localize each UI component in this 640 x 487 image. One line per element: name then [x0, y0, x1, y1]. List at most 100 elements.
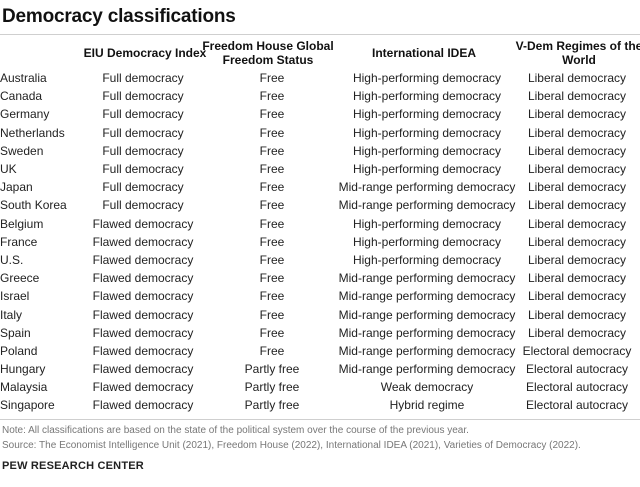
country-cell: Japan	[0, 180, 33, 195]
country-cell: Malaysia	[0, 380, 48, 395]
country-cell: Sweden	[0, 143, 44, 158]
freedom-house-cell: Free	[259, 143, 285, 158]
eiu-cell: Full democracy	[102, 125, 184, 140]
idea-cell: Weak democracy	[380, 380, 474, 395]
country-cell: Hungary	[0, 362, 46, 377]
vdem-cell: Liberal democracy	[527, 271, 627, 286]
vdem-cell: Liberal democracy	[527, 89, 627, 104]
organization-logo-text: PEW RESEARCH CENTER	[2, 460, 144, 472]
idea-cell: Mid-range performing democracy	[338, 180, 516, 195]
freedom-house-cell: Free	[259, 252, 285, 267]
idea-cell: Mid-range performing democracy	[338, 362, 516, 377]
country-cell: Belgium	[0, 216, 44, 231]
eiu-cell: Flawed democracy	[92, 362, 194, 377]
freedom-house-cell: Free	[259, 162, 285, 177]
vdem-cell: Liberal democracy	[527, 289, 627, 304]
idea-cell: High-performing democracy	[352, 71, 502, 86]
country-cell: Greece	[0, 271, 40, 286]
eiu-cell: Flawed democracy	[92, 325, 194, 340]
eiu-cell: Flawed democracy	[92, 380, 194, 395]
eiu-cell: Full democracy	[102, 107, 184, 122]
table-row: Australia Full democracy Free High-performi…	[0, 69, 638, 87]
table-row: South Korea Full democracy Free Mid-range p…	[0, 196, 638, 214]
freedom-house-cell: Partly free	[244, 398, 300, 413]
idea-cell: Mid-range performing democracy	[338, 198, 516, 213]
vdem-cell: Liberal democracy	[527, 325, 627, 340]
country-cell: Australia	[0, 71, 47, 86]
eiu-cell: Flawed democracy	[92, 289, 194, 304]
table-row: Poland Flawed democracy Free Mid-range perf…	[0, 342, 638, 360]
table-row: Spain Flawed democracy Free Mid-range perfo…	[0, 324, 638, 342]
vdem-cell: Liberal democracy	[527, 252, 627, 267]
eiu-cell: Flawed democracy	[92, 307, 194, 322]
vdem-cell: Electoral autocracy	[525, 380, 629, 395]
source-text: Source: The Economist Intelligence Unit …	[2, 440, 581, 451]
eiu-cell: Full democracy	[102, 89, 184, 104]
country-cell: U.S.	[0, 252, 24, 267]
country-cell: Germany	[0, 107, 50, 122]
idea-cell: High-performing democracy	[352, 216, 502, 231]
country-cell: Netherlands	[0, 125, 65, 140]
idea-cell: Mid-range performing democracy	[338, 343, 516, 358]
column-header-idea: International IDEA	[371, 46, 476, 60]
table-row: France Flawed democracy Free High-performin…	[0, 233, 638, 251]
country-cell: Israel	[0, 289, 30, 304]
table-row: Singapore Flawed democracy Partly free Hybr…	[0, 396, 638, 414]
vdem-cell: Electoral autocracy	[525, 398, 629, 413]
vdem-cell: Liberal democracy	[527, 107, 627, 122]
freedom-house-cell: Free	[259, 71, 285, 86]
country-cell: South Korea	[0, 198, 67, 213]
vdem-cell: Liberal democracy	[527, 234, 627, 249]
table-row: Japan Full democracy Free Mid-range perform…	[0, 178, 638, 196]
table-row: Israel Flawed democracy Free Mid-range perf…	[0, 287, 638, 305]
country-cell: Poland	[0, 343, 38, 358]
vdem-cell: Liberal democracy	[527, 216, 627, 231]
freedom-house-cell: Free	[259, 180, 285, 195]
table-row: Greece Flawed democracy Free Mid-range perf…	[0, 269, 638, 287]
freedom-house-cell: Free	[259, 325, 285, 340]
idea-cell: Hybrid regime	[389, 398, 465, 413]
column-header-vdem: V-Dem Regimes of the World	[515, 39, 640, 67]
freedom-house-cell: Free	[259, 89, 285, 104]
table-row: Italy Flawed democracy Free Mid-range perfo…	[0, 305, 638, 323]
eiu-cell: Flawed democracy	[92, 271, 194, 286]
freedom-house-cell: Free	[259, 107, 285, 122]
idea-cell: High-performing democracy	[352, 89, 502, 104]
table-row: Hungary Flawed democracy Partly free Mid-ra…	[0, 360, 638, 378]
country-cell: Canada	[0, 89, 43, 104]
classification-table: Australia Full democracy Free High-performi…	[0, 69, 638, 415]
eiu-cell: Flawed democracy	[92, 216, 194, 231]
country-cell: UK	[0, 162, 17, 177]
idea-cell: Mid-range performing democracy	[338, 271, 516, 286]
freedom-house-cell: Free	[259, 198, 285, 213]
freedom-house-cell: Free	[259, 307, 285, 322]
table-row: Belgium Flawed democracy Free High-performi…	[0, 215, 638, 233]
vdem-cell: Liberal democracy	[527, 125, 627, 140]
eiu-cell: Full democracy	[102, 71, 184, 86]
idea-cell: High-performing democracy	[352, 162, 502, 177]
page-title: Democracy classifications	[2, 6, 236, 27]
eiu-cell: Full democracy	[102, 198, 184, 213]
freedom-house-cell: Free	[259, 271, 285, 286]
table-row: Sweden Full democracy Free High-performing …	[0, 142, 638, 160]
idea-cell: High-performing democracy	[352, 143, 502, 158]
table-row: UK Full democracy Free High-performing demo…	[0, 160, 638, 178]
idea-cell: Mid-range performing democracy	[338, 307, 516, 322]
freedom-house-cell: Free	[259, 125, 285, 140]
eiu-cell: Full democracy	[102, 143, 184, 158]
idea-cell: High-performing democracy	[352, 125, 502, 140]
freedom-house-cell: Free	[259, 343, 285, 358]
idea-cell: Mid-range performing democracy	[338, 289, 516, 304]
bottom-divider	[0, 419, 640, 420]
freedom-house-cell: Partly free	[244, 362, 300, 377]
vdem-cell: Liberal democracy	[527, 71, 627, 86]
eiu-cell: Flawed democracy	[92, 252, 194, 267]
idea-cell: Mid-range performing democracy	[338, 325, 516, 340]
idea-cell: High-performing democracy	[352, 107, 502, 122]
table-row: Germany Full democracy Free High-performing…	[0, 105, 638, 123]
freedom-house-cell: Free	[259, 216, 285, 231]
country-cell: Singapore	[0, 398, 55, 413]
table-row: Malaysia Flawed democracy Partly free Weak …	[0, 378, 638, 396]
idea-cell: High-performing democracy	[352, 252, 502, 267]
